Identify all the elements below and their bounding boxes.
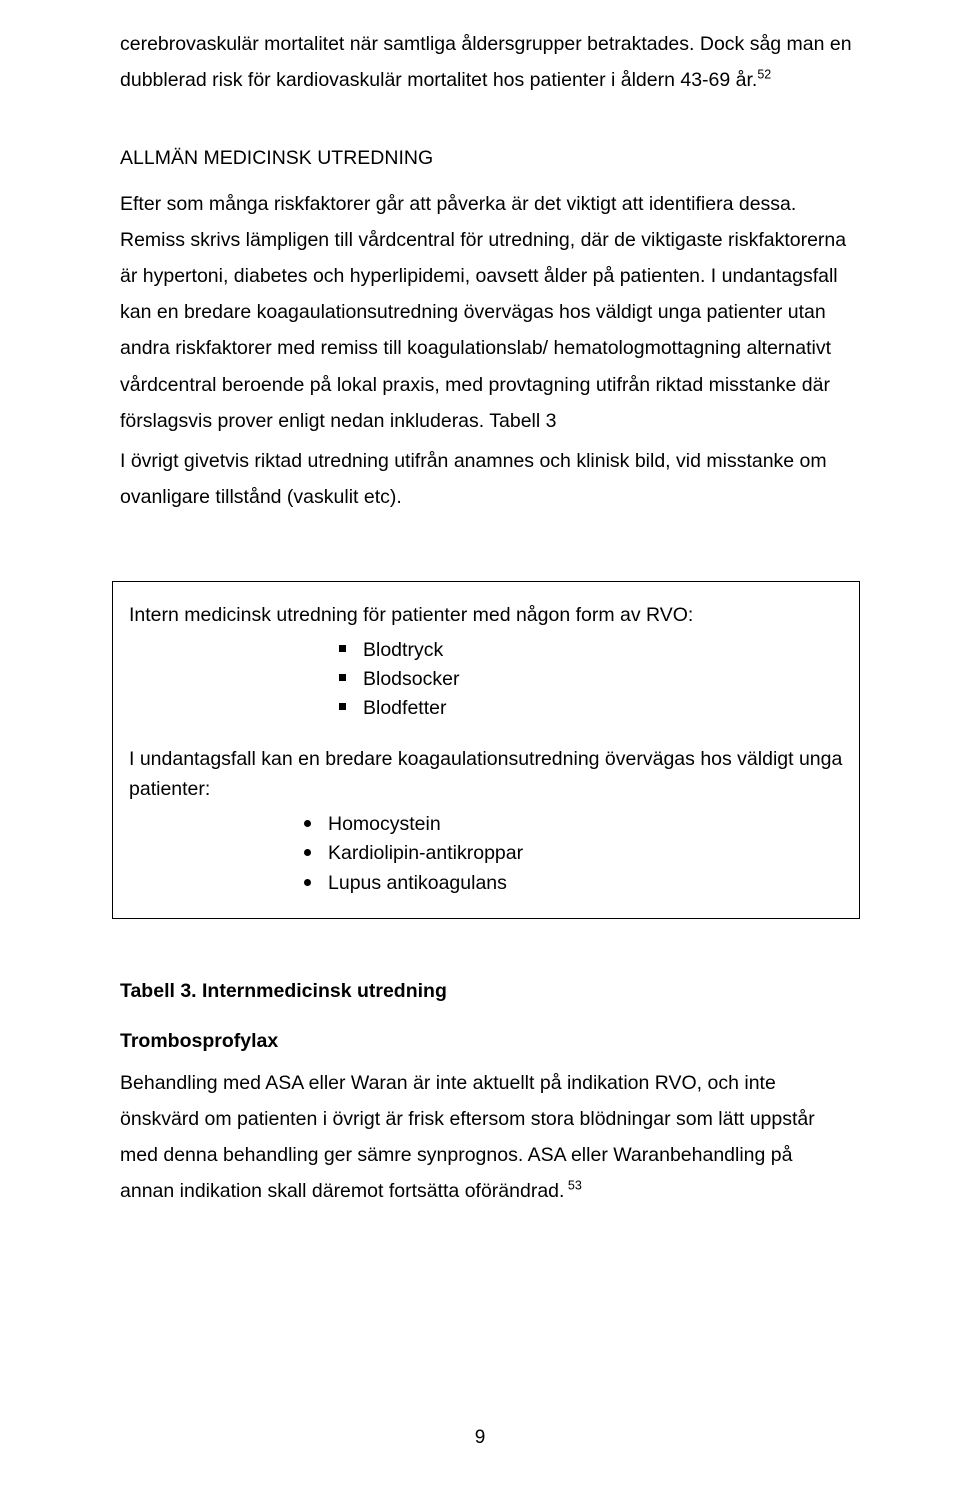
table3-heading: Tabell 3. Internmedicinsk utredning (120, 973, 852, 1009)
paragraph-intro-text: cerebrovaskulär mortalitet när samtliga … (120, 33, 852, 91)
document-page: cerebrovaskulär mortalitet när samtliga … (0, 0, 960, 1491)
box-list-basic: Blodtryck Blodsocker Blodfetter (129, 636, 843, 724)
paragraph-intro: cerebrovaskulär mortalitet när samtliga … (120, 26, 852, 98)
info-box: Intern medicinsk utredning för patienter… (112, 581, 860, 919)
list-item: Homocystein (304, 810, 843, 839)
list-item: Blodfetter (339, 694, 843, 723)
list-item: Blodtryck (339, 636, 843, 665)
list-item: Blodsocker (339, 665, 843, 694)
paragraph-2: Efter som många riskfaktorer går att påv… (120, 186, 852, 438)
subheading-trombos: Trombosprofylax (120, 1023, 852, 1059)
paragraph-3: I övrigt givetvis riktad utredning utifr… (120, 443, 852, 515)
list-item: Kardiolipin-antikroppar (304, 839, 843, 868)
list-item: Lupus antikoagulans (304, 869, 843, 898)
box-intro: Intern medicinsk utredning för patienter… (129, 600, 843, 630)
footnote-ref-53: 53 (564, 1179, 581, 1193)
after-box-section: Tabell 3. Internmedicinsk utredning Trom… (120, 973, 852, 1209)
paragraph-trombos: Behandling med ASA eller Waran är inte a… (120, 1065, 852, 1209)
box-list-extended: Homocystein Kardiolipin-antikroppar Lupu… (129, 810, 843, 898)
footnote-ref-52: 52 (757, 68, 771, 82)
paragraph-trombos-text: Behandling med ASA eller Waran är inte a… (120, 1072, 815, 1202)
page-number: 9 (0, 1420, 960, 1455)
heading-allman: ALLMÄN MEDICINSK UTREDNING (120, 140, 852, 176)
box-mid: I undantagsfall kan en bredare koagaulat… (129, 744, 843, 804)
